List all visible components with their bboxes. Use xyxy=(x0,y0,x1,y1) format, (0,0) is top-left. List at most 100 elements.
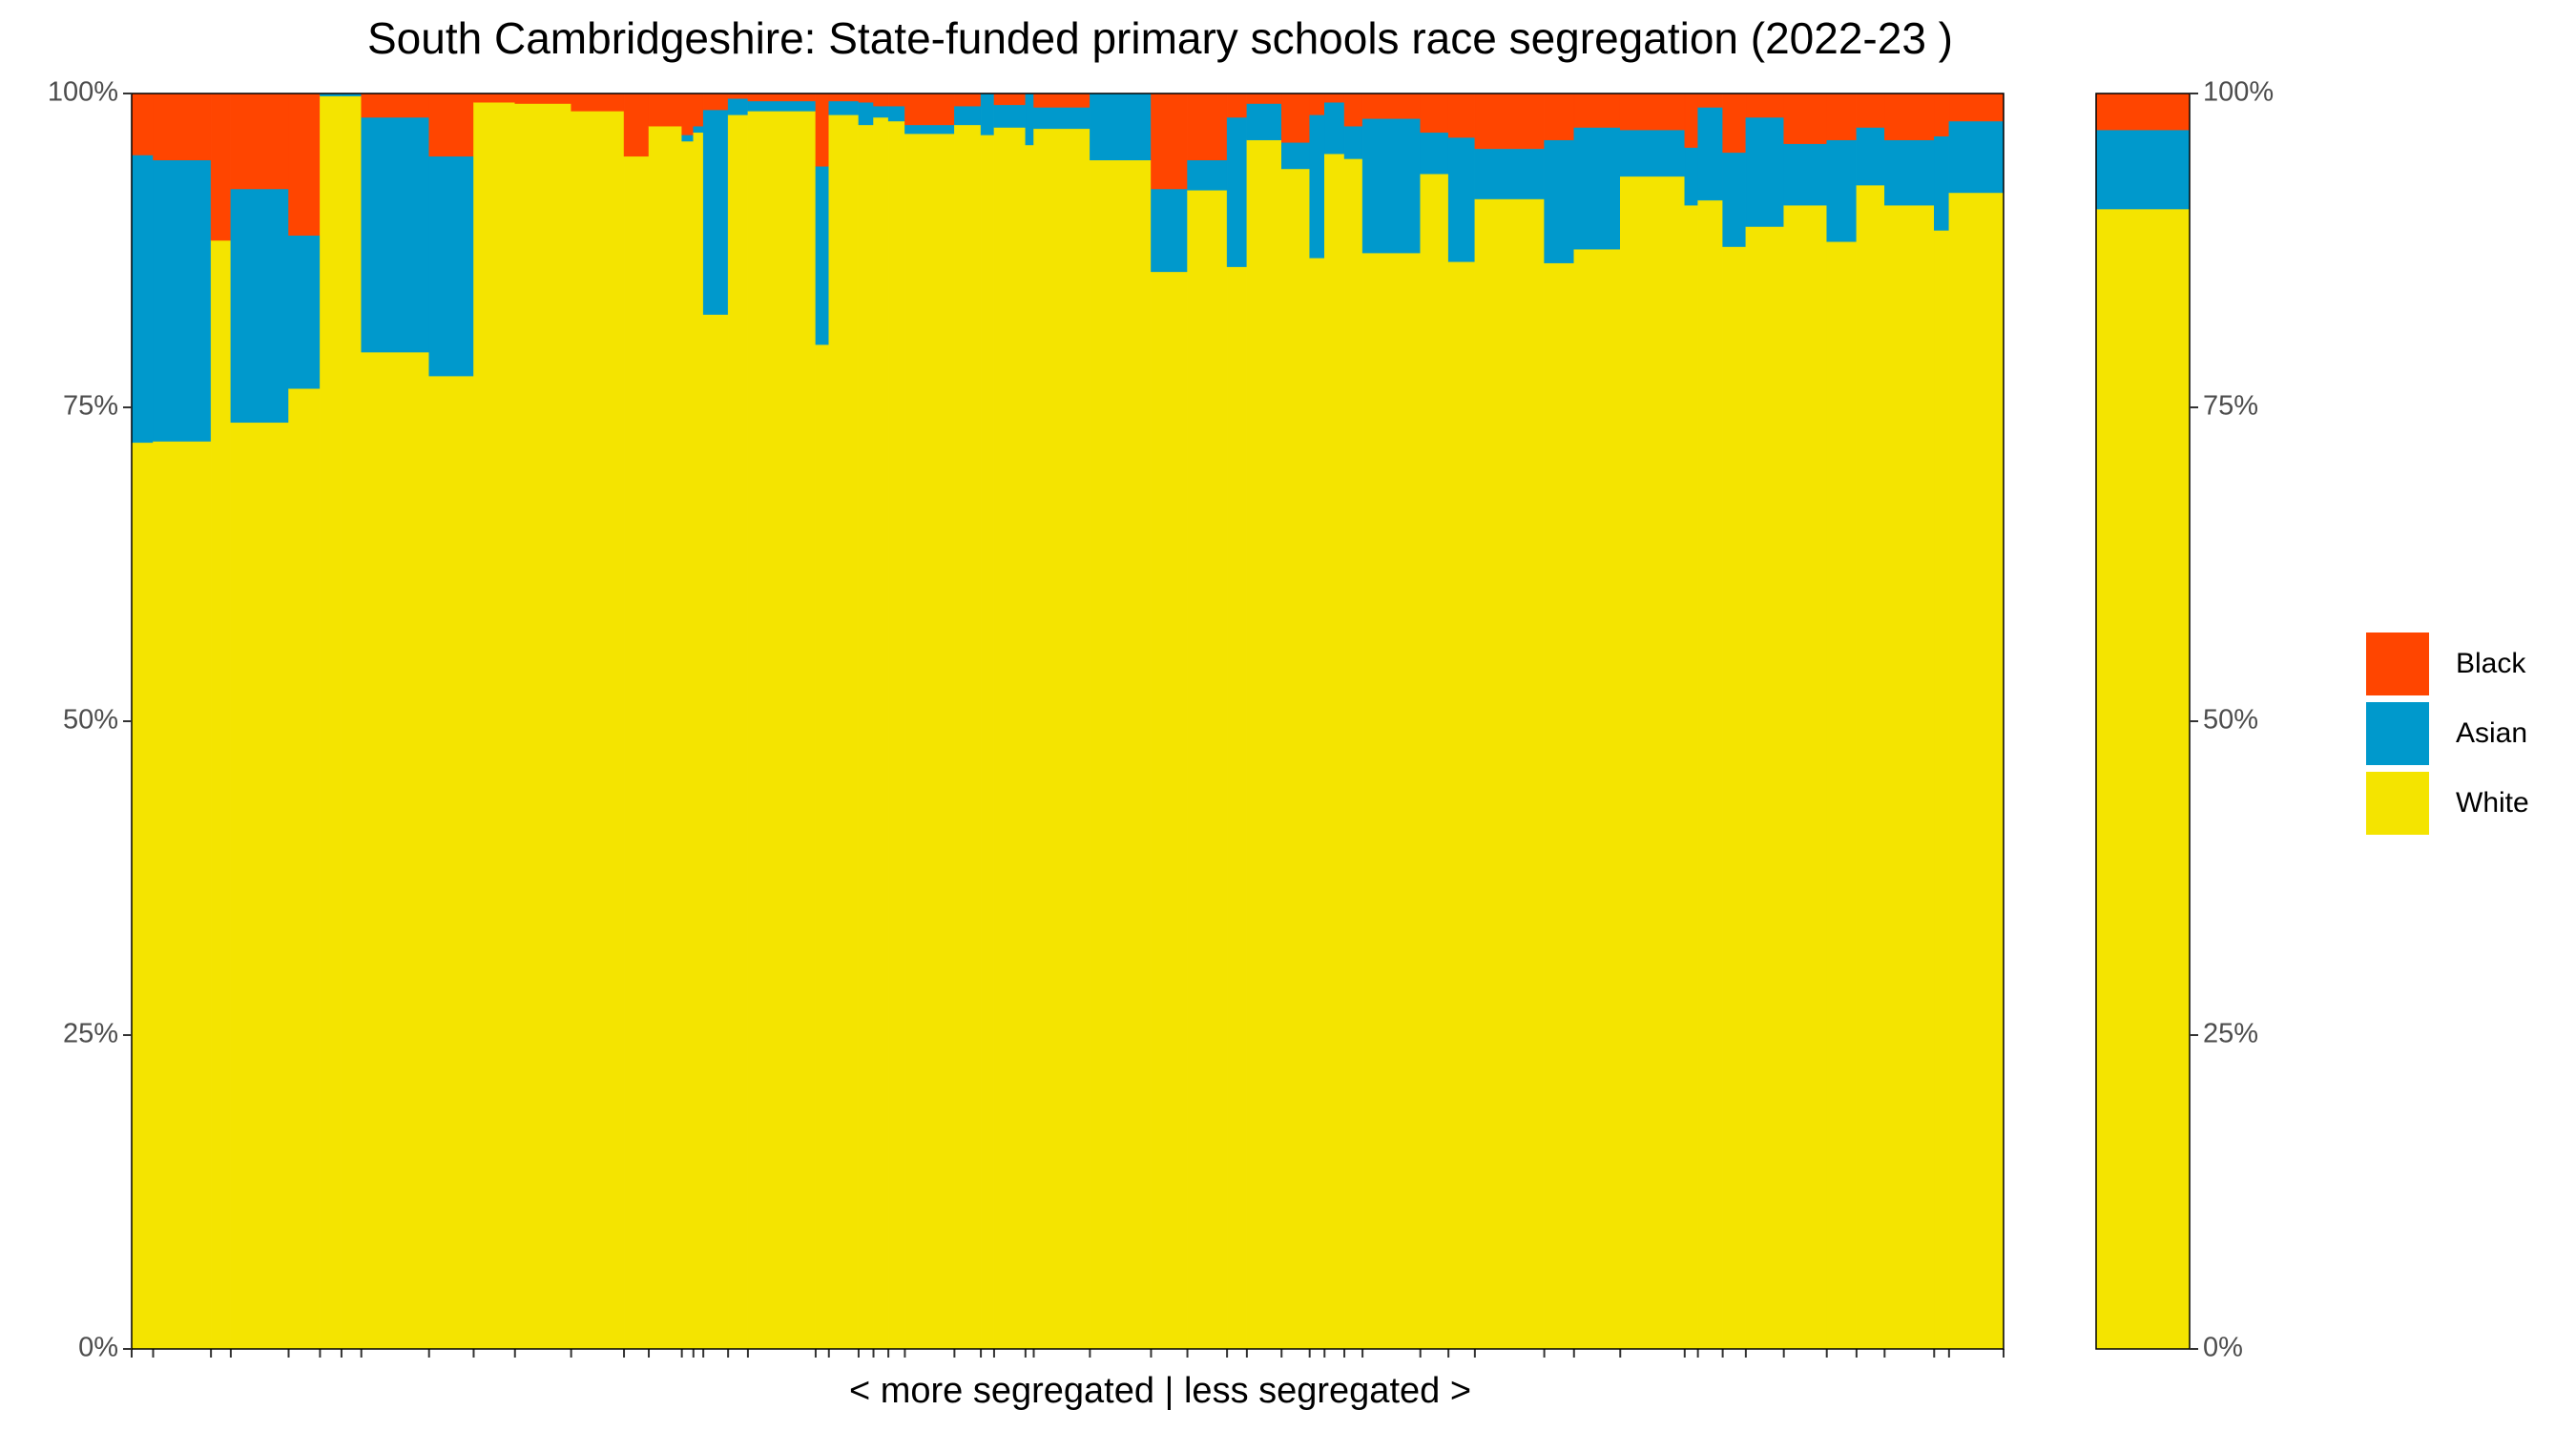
bar-segment xyxy=(1619,129,1686,177)
bar-segment xyxy=(473,101,516,1350)
bar-segment xyxy=(828,93,860,102)
bar-segment xyxy=(980,93,995,135)
bar-segment xyxy=(954,124,982,1350)
bar-segment xyxy=(954,105,982,126)
bar-segment xyxy=(1281,168,1310,1350)
bar-segment xyxy=(1281,142,1310,170)
bar-segment xyxy=(993,127,1027,1350)
bar-segment xyxy=(288,235,321,389)
bar-segment xyxy=(1619,93,1686,131)
bar-segment xyxy=(1544,93,1575,140)
bar-segment xyxy=(1884,139,1935,206)
bar-segment xyxy=(1697,199,1723,1350)
bar-segment xyxy=(1324,153,1345,1350)
bar-segment xyxy=(828,114,860,1350)
bar-segment xyxy=(230,93,289,190)
bar-segment xyxy=(1783,143,1827,206)
y-tick-label: 0% xyxy=(78,1333,118,1363)
bar-segment xyxy=(1573,248,1621,1350)
bar-segment xyxy=(1420,93,1449,134)
bar-segment xyxy=(904,124,955,135)
bar-segment xyxy=(904,133,955,1350)
bar-segment xyxy=(815,166,830,345)
bar-segment xyxy=(1722,93,1747,154)
bar-segment xyxy=(747,100,817,112)
y-tick-label: 25% xyxy=(2203,1019,2258,1049)
bar-segment xyxy=(514,103,571,1350)
bar-segment xyxy=(1722,246,1747,1350)
bar-segment xyxy=(1884,93,1935,140)
bar-segment xyxy=(571,111,625,1350)
bar-segment xyxy=(623,156,650,1350)
bar-segment xyxy=(1343,93,1363,127)
bar-segment xyxy=(681,140,695,1350)
bar-segment xyxy=(904,93,955,126)
y-tick-label: 25% xyxy=(63,1019,118,1049)
bar-segment xyxy=(623,93,650,157)
bar-segment xyxy=(648,93,682,127)
bar-segment xyxy=(1420,173,1449,1350)
bar-segment xyxy=(341,95,362,1350)
bar-segment xyxy=(473,93,516,103)
bar-segment xyxy=(1684,204,1698,1350)
bar-segment xyxy=(361,351,429,1350)
bar-segment xyxy=(887,120,905,1350)
bar-segment xyxy=(681,135,695,142)
bar-segment xyxy=(1025,144,1034,1350)
bar-segment xyxy=(1361,118,1421,254)
bar-segment xyxy=(747,93,817,102)
bar-segment xyxy=(858,124,874,1350)
bar-segment xyxy=(428,375,474,1350)
bar-segment xyxy=(230,422,289,1350)
bar-segment xyxy=(1447,136,1476,262)
bar-segment xyxy=(954,93,982,107)
bar-segment xyxy=(1783,204,1827,1350)
bar-segment xyxy=(993,104,1027,128)
bar-segment xyxy=(361,116,429,353)
bar-segment xyxy=(1187,159,1228,191)
legend-swatch xyxy=(2366,702,2429,765)
bar-segment xyxy=(1324,101,1345,155)
y-tick-label: 75% xyxy=(63,391,118,422)
bar-segment xyxy=(873,93,889,107)
bar-segment xyxy=(1826,93,1858,140)
bar-segment xyxy=(1420,132,1449,175)
bar-segment xyxy=(1187,93,1228,160)
bar-segment xyxy=(1856,93,1885,128)
bar-segment xyxy=(1722,152,1747,247)
bar-segment xyxy=(1697,93,1723,108)
legend-swatch xyxy=(2366,772,2429,835)
bar-segment xyxy=(887,105,905,122)
bar-segment xyxy=(1619,176,1686,1350)
bar-segment xyxy=(1090,159,1152,1350)
bar-segment xyxy=(1309,258,1325,1350)
bar-segment xyxy=(1324,93,1345,103)
bar-segment xyxy=(1361,93,1421,119)
y-tick-label: 100% xyxy=(48,77,118,108)
bar-segment xyxy=(1826,241,1858,1350)
bar-segment xyxy=(887,93,905,107)
bar-segment xyxy=(858,93,874,103)
bar-segment xyxy=(1343,125,1363,159)
bar-segment xyxy=(1697,107,1723,201)
bar-segment xyxy=(1856,184,1885,1350)
bar-segment xyxy=(727,114,749,1350)
bar-segment xyxy=(1948,120,2005,194)
bar-segment xyxy=(1226,93,1248,118)
bar-segment xyxy=(1783,93,1827,144)
bar-segment xyxy=(1246,93,1282,104)
bar-segment xyxy=(153,93,212,160)
bar-segment xyxy=(1226,266,1248,1350)
bar-segment xyxy=(1090,93,1152,160)
bar-segment xyxy=(1573,93,1621,128)
bar-segment xyxy=(428,93,474,157)
bar-segment xyxy=(1361,252,1421,1350)
bar-segment xyxy=(873,105,889,118)
bar-segment xyxy=(858,101,874,126)
bar-segment xyxy=(2095,208,2191,1350)
bar-segment xyxy=(693,132,704,1350)
bar-segment xyxy=(1884,204,1935,1350)
bar-segment xyxy=(1474,198,1545,1350)
